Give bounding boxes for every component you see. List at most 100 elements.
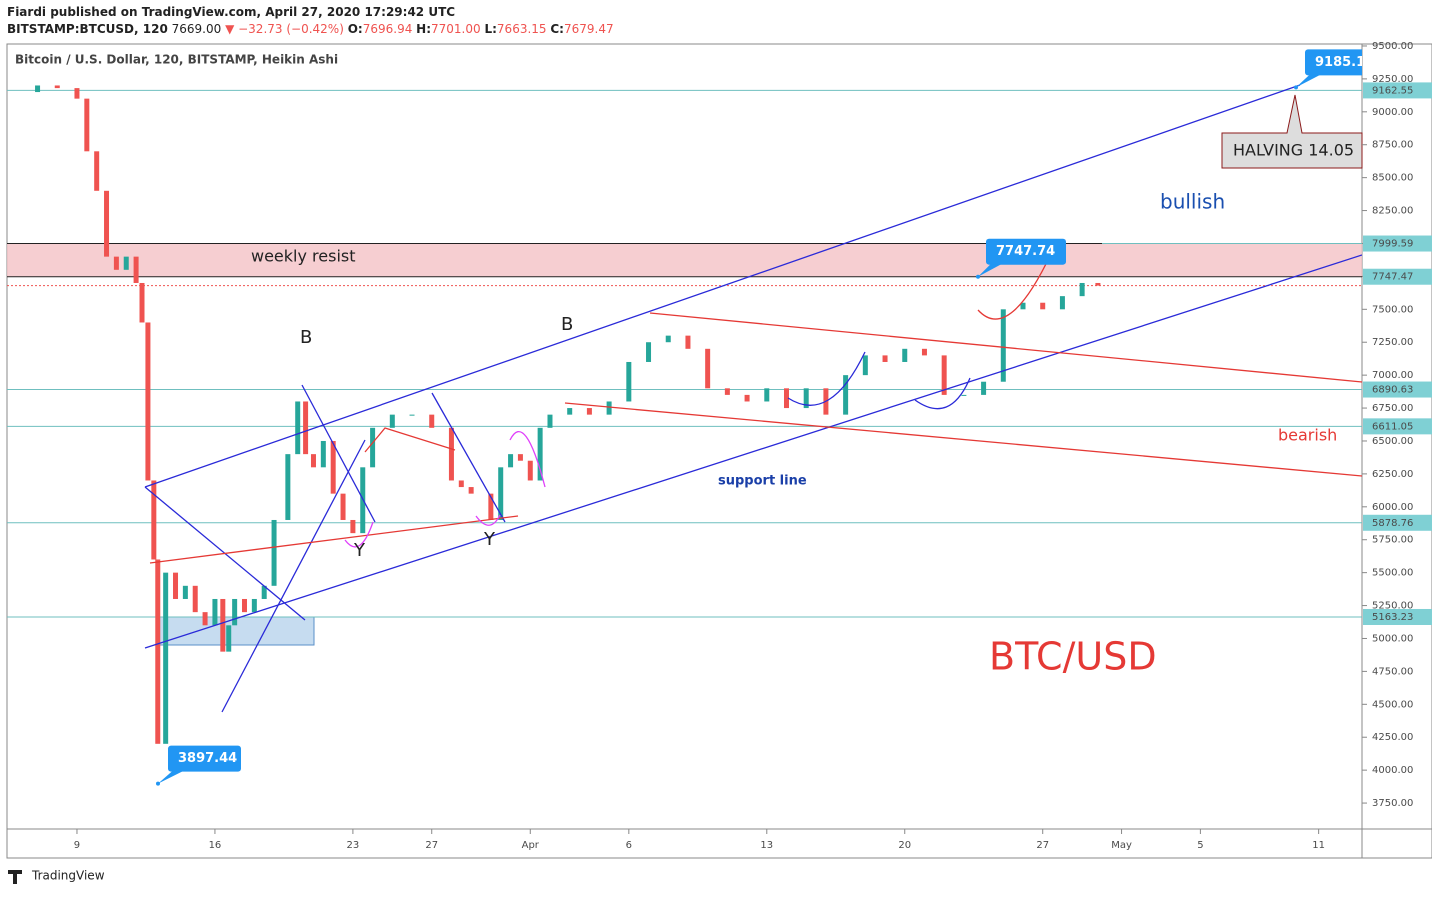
candle [35, 85, 41, 93]
callout-label: 3897.44 [178, 751, 237, 766]
candle [295, 401, 301, 455]
candle [1079, 282, 1085, 297]
candle [981, 381, 987, 395]
candle [232, 598, 238, 626]
x-tick-label: 11 [1312, 840, 1325, 851]
x-tick-label: 13 [760, 840, 773, 851]
candle [448, 427, 454, 481]
candle [921, 348, 927, 356]
candle [567, 408, 573, 415]
y-tick-label: 9500.00 [1372, 41, 1413, 52]
candle [902, 348, 908, 362]
x-tick-label: May [1111, 840, 1132, 851]
candle [113, 256, 119, 270]
price-label-bg [1363, 608, 1432, 625]
candle [220, 598, 226, 652]
candle [330, 440, 336, 494]
annotation: BTC/USD [989, 635, 1157, 679]
price-label: 5163.23 [1372, 612, 1413, 623]
candle [370, 427, 376, 468]
x-tick-label: 27 [425, 840, 438, 851]
y-tick-label: 4750.00 [1372, 666, 1413, 677]
drawing [787, 351, 866, 406]
y-tick-label: 5000.00 [1372, 633, 1413, 644]
callout-box [168, 745, 241, 772]
callout-dot [156, 781, 160, 786]
candle [139, 282, 145, 323]
trend-line [149, 515, 519, 564]
legend: Bitcoin / U.S. Dollar, 120, BITSTAMP, He… [15, 53, 338, 67]
callout: 7747.74 [976, 238, 1066, 279]
candle [685, 335, 691, 349]
candle [145, 322, 151, 481]
y-tick-label: 9000.00 [1372, 107, 1413, 118]
annotation: support line [718, 474, 807, 489]
trend-line [649, 312, 1362, 383]
candle [192, 585, 198, 613]
drawing [509, 430, 546, 488]
annotation: Y [483, 529, 496, 550]
candle [468, 487, 474, 494]
y-tick-label: 9250.00 [1372, 74, 1413, 85]
candle [517, 454, 523, 461]
candle [498, 467, 504, 520]
candle [724, 388, 730, 395]
y-tick-label: 4000.00 [1372, 765, 1413, 776]
symbol: BITSTAMP:BTCUSD, 120 [7, 22, 168, 36]
y-tick-label: 7250.00 [1372, 337, 1413, 348]
candle [285, 454, 291, 520]
annotation: weekly resist [251, 247, 356, 266]
candle [646, 342, 652, 362]
candle [665, 335, 671, 343]
trend-line [144, 84, 1301, 488]
x-tick-label: 9 [74, 840, 80, 851]
candle [783, 388, 789, 409]
candle [133, 256, 139, 283]
annotation: bearish [1278, 426, 1337, 445]
annotation: bullish [1160, 190, 1225, 214]
value: 7696.94 [363, 22, 413, 36]
callout-label: 7747.74 [996, 244, 1055, 259]
y-tick-label: 8500.00 [1372, 173, 1413, 184]
candle [94, 151, 100, 191]
candle [303, 401, 309, 455]
price-label-bg [1363, 82, 1432, 99]
price-label: 7999.59 [1372, 239, 1413, 250]
y-tick-label: 4500.00 [1372, 699, 1413, 710]
frame [6, 43, 1432, 859]
candle [843, 375, 849, 415]
candle [251, 598, 257, 613]
publisher-text: Fiardi published on TradingView.com, Apr… [7, 5, 455, 19]
candle [151, 480, 157, 560]
drawing [475, 514, 501, 526]
y-tick-label: 5500.00 [1372, 568, 1413, 579]
annotation: B [300, 327, 312, 348]
x-tick-label: 16 [209, 840, 222, 851]
y-tick-label: 5750.00 [1372, 535, 1413, 546]
candle [941, 355, 947, 395]
candle [1059, 296, 1065, 310]
candle [961, 394, 967, 396]
callout: 3897.44 [156, 745, 241, 786]
trend-line [431, 392, 506, 523]
y-tick-label: 6750.00 [1372, 403, 1413, 414]
price-label: 9162.55 [1372, 85, 1413, 96]
callout-pointer [158, 769, 186, 784]
ticker-line: BITSTAMP:BTCUSD, 120 7669.00 ▼ −32.73 (−… [7, 22, 614, 36]
candle [803, 388, 809, 409]
candle [508, 454, 514, 468]
drawing [344, 521, 374, 548]
candle [163, 572, 169, 744]
trend-line [144, 254, 1362, 649]
y-tick-label: 7000.00 [1372, 370, 1413, 381]
label: O: [348, 22, 363, 36]
callout: 9185.17 [1294, 49, 1362, 90]
candle [74, 88, 80, 99]
candle [458, 480, 464, 488]
candle [350, 519, 356, 534]
drawing [977, 244, 1056, 320]
candle [547, 414, 553, 428]
label: C: [550, 22, 564, 36]
candle [123, 256, 129, 270]
